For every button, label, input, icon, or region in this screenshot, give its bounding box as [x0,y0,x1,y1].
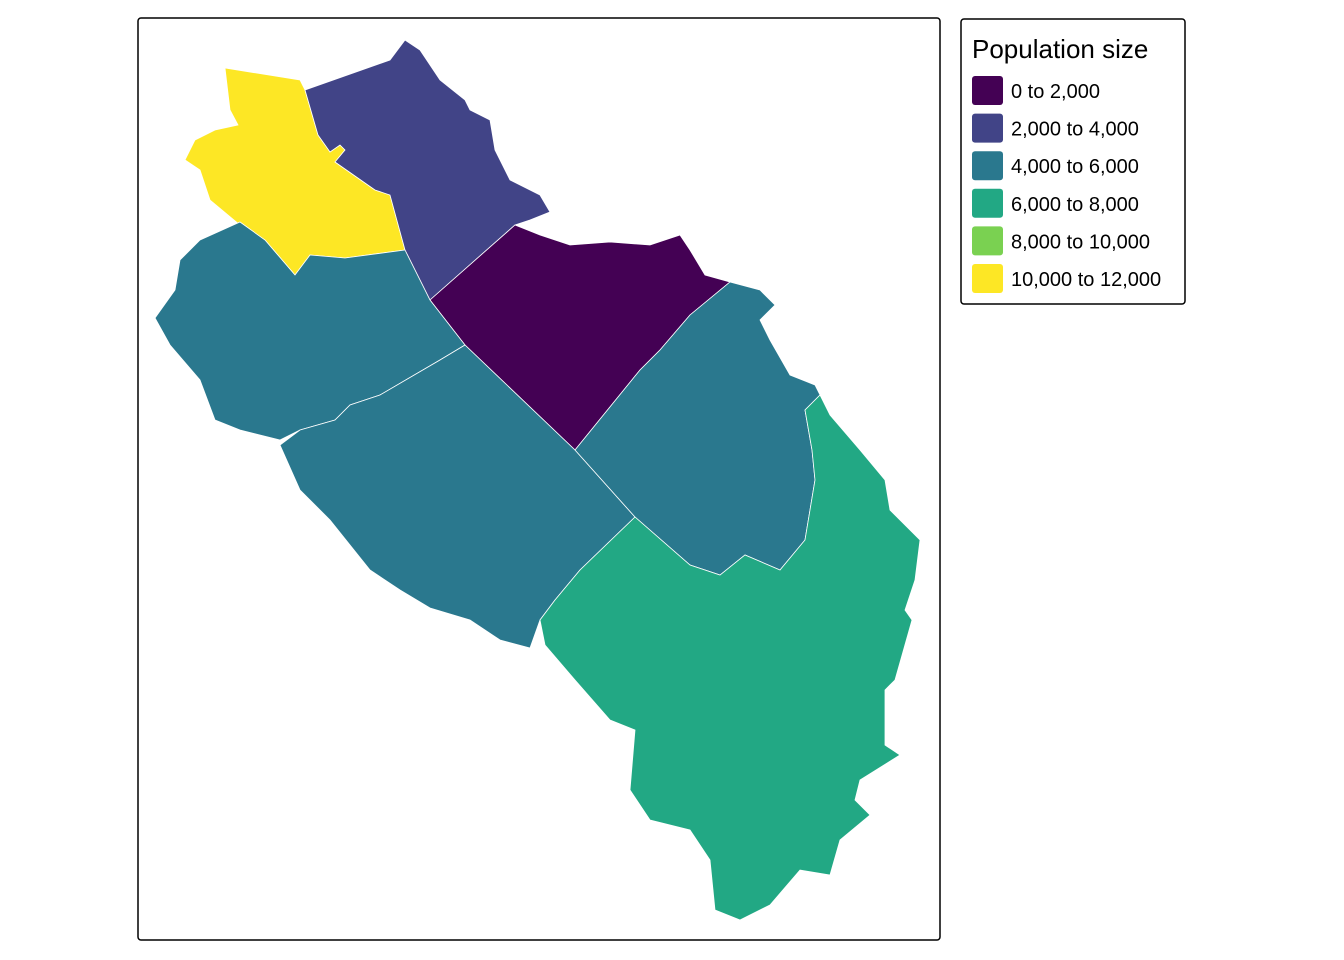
legend-label: 8,000 to 10,000 [1011,231,1150,253]
legend-label: 2,000 to 4,000 [1011,119,1139,141]
legend-label: 0 to 2,000 [1011,81,1100,103]
legend-label: 10,000 to 12,000 [1011,269,1161,291]
legend-box [960,18,1186,305]
legend-swatch [972,264,1003,293]
regions [154,39,921,921]
region [304,39,551,301]
legend-swatch [972,76,1003,105]
legend-title: Population size [972,34,1148,64]
region [539,394,921,921]
legend-swatch [972,226,1003,256]
legend-label: 4,000 to 6,000 [1011,156,1139,178]
map-frame [137,17,941,941]
legend-swatch [972,188,1003,218]
legend-swatch [972,151,1003,181]
legend-label: 6,000 to 8,000 [1011,194,1139,216]
legend: Population size 0 to 2,000 2,000 to 4,000… [960,18,1186,305]
legend-swatch [972,113,1003,143]
